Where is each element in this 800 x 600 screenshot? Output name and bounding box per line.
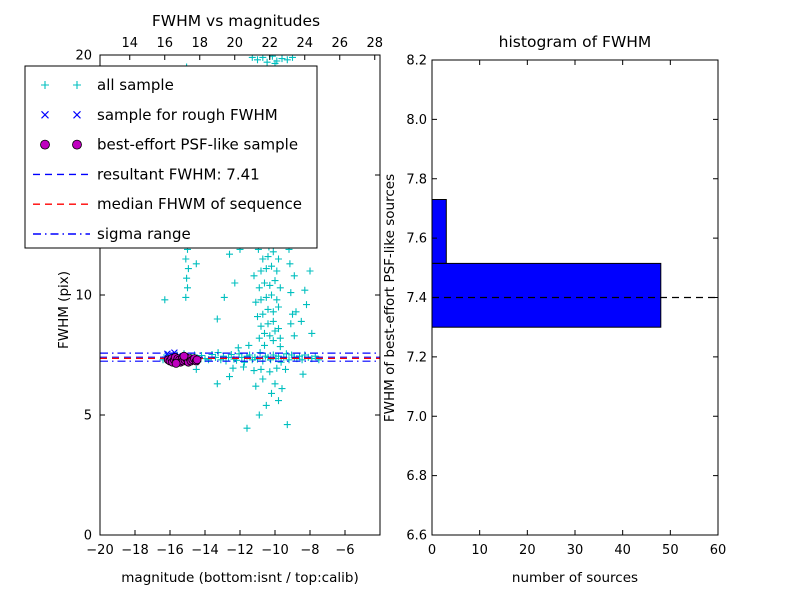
left-xtick-label: −10 [261, 543, 288, 558]
left-xtick-top-label: 22 [261, 36, 278, 51]
legend: all sample sample for rough FWHM best-effo… [24, 65, 318, 249]
legend-circle-icon [40, 139, 50, 150]
left-xtick-top-label: 28 [366, 36, 383, 51]
legend-label-2: best-effort PSF-like sample [97, 136, 298, 154]
left-xtick-top-label: 24 [296, 36, 313, 51]
left-yaxis-label: FWHM (pix) [56, 271, 72, 349]
right-ytick-label: 7.8 [406, 172, 427, 187]
histogram-bar [431, 199, 447, 264]
left-ytick-label: 20 [75, 49, 92, 64]
legend-label-3: resultant FWHM: 7.41 [97, 165, 260, 183]
left-xtick-top-label: 20 [226, 36, 243, 51]
left-xtick-label: −6 [335, 543, 354, 558]
legend-label-5: sigma range [97, 225, 191, 243]
psf-sample-marker [179, 351, 189, 361]
right-xtick-label: 10 [471, 543, 488, 558]
legend-x-icon [73, 110, 81, 119]
left-xtick-top-label: 14 [121, 36, 138, 51]
left-xtick-label: −16 [156, 543, 183, 558]
left-ytick-label: 5 [84, 409, 92, 424]
right-plot-area: 0 10 20 30 40 50 60 6.6 6.8 7.0 7.2 7.4 7.6 7.8 8.0 8.2 [406, 54, 726, 559]
left-xtick-label: −8 [300, 543, 319, 558]
left-xtick-label: −20 [86, 543, 113, 558]
right-xtick-label: 60 [710, 543, 727, 558]
left-xtick-top-label: 26 [331, 36, 348, 51]
right-ytick-label: 7.0 [406, 410, 427, 425]
psf-sample-marker [171, 358, 181, 368]
left-ytick-label: 10 [75, 289, 92, 304]
left-xtick-label: −18 [121, 543, 148, 558]
legend-label-4: median FHWM of sequence [97, 195, 302, 213]
histogram-bar [431, 262, 662, 328]
right-ytick-label: 7.6 [406, 232, 427, 247]
left-xaxis-label: magnitude (bottom:isnt / top:calib) [121, 570, 358, 586]
right-xtick-label: 50 [662, 543, 679, 558]
legend-plus-icon [41, 81, 49, 89]
left-chart-title: FWHM vs magnitudes [152, 12, 320, 30]
left-xtick-top-label: 18 [191, 36, 208, 51]
right-xtick-label: 0 [428, 543, 436, 558]
right-xtick-label: 30 [567, 543, 584, 558]
left-ytick-label: 0 [84, 529, 92, 544]
legend-circle-icon [72, 139, 82, 150]
left-xtick-label: −14 [191, 543, 218, 558]
right-ytick-label: 6.8 [406, 469, 427, 484]
right-chart: histogram of FWHM number of sources FWHM… [382, 33, 726, 586]
right-xtick-label: 20 [519, 543, 536, 558]
right-yaxis-label: FWHM of best-effort PSF-like sources [382, 174, 398, 422]
legend-label-0: all sample [97, 76, 174, 94]
left-xtick-top-label: 16 [156, 36, 173, 51]
legend-x-icon [41, 110, 49, 119]
right-ytick-label: 7.4 [406, 291, 427, 306]
right-ytick-label: 6.6 [406, 529, 427, 544]
left-plot-area: −20 −18 −16 −14 −12 −10 −8 −6 14 16 18 20 22 24 26 28 0 5… [24, 36, 383, 558]
right-xtick-label: 40 [614, 543, 631, 558]
legend-box [24, 65, 318, 249]
right-ytick-label: 8.2 [406, 54, 427, 69]
right-ytick-label: 7.2 [406, 350, 427, 365]
left-chart: FWHM vs magnitudes magnitude (bottom:isn… [24, 12, 383, 586]
right-ytick-label: 8.0 [406, 113, 427, 128]
right-chart-title: histogram of FWHM [499, 33, 652, 51]
left-scatter-layer [100, 55, 380, 432]
legend-plus-icon [73, 81, 81, 89]
legend-label-1: sample for rough FWHM [97, 106, 278, 124]
psf-sample-marker [192, 355, 202, 365]
right-xaxis-label: number of sources [512, 570, 638, 586]
left-xtick-label: −12 [226, 543, 253, 558]
